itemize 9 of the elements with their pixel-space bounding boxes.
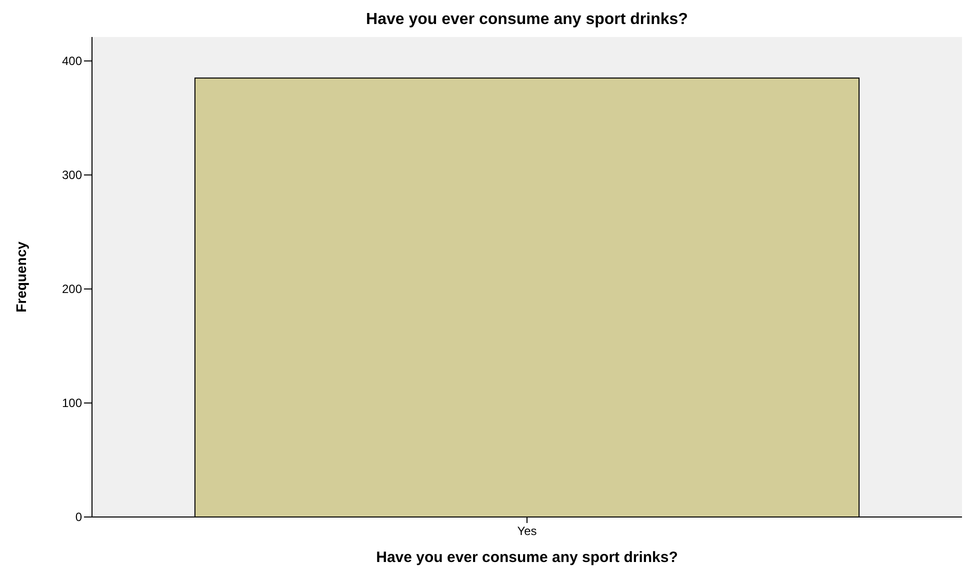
- y-tick-label: 400: [62, 54, 82, 68]
- x-tick-label: Yes: [517, 524, 537, 538]
- y-axis-title: Frequency: [13, 241, 29, 312]
- y-tick-label: 0: [75, 510, 82, 524]
- chart-title: Have you ever consume any sport drinks?: [366, 11, 688, 28]
- y-tick-label: 300: [62, 168, 82, 182]
- x-axis-title: Have you ever consume any sport drinks?: [376, 549, 678, 566]
- y-tick-label: 200: [62, 282, 82, 296]
- y-tick-label: 100: [62, 396, 82, 410]
